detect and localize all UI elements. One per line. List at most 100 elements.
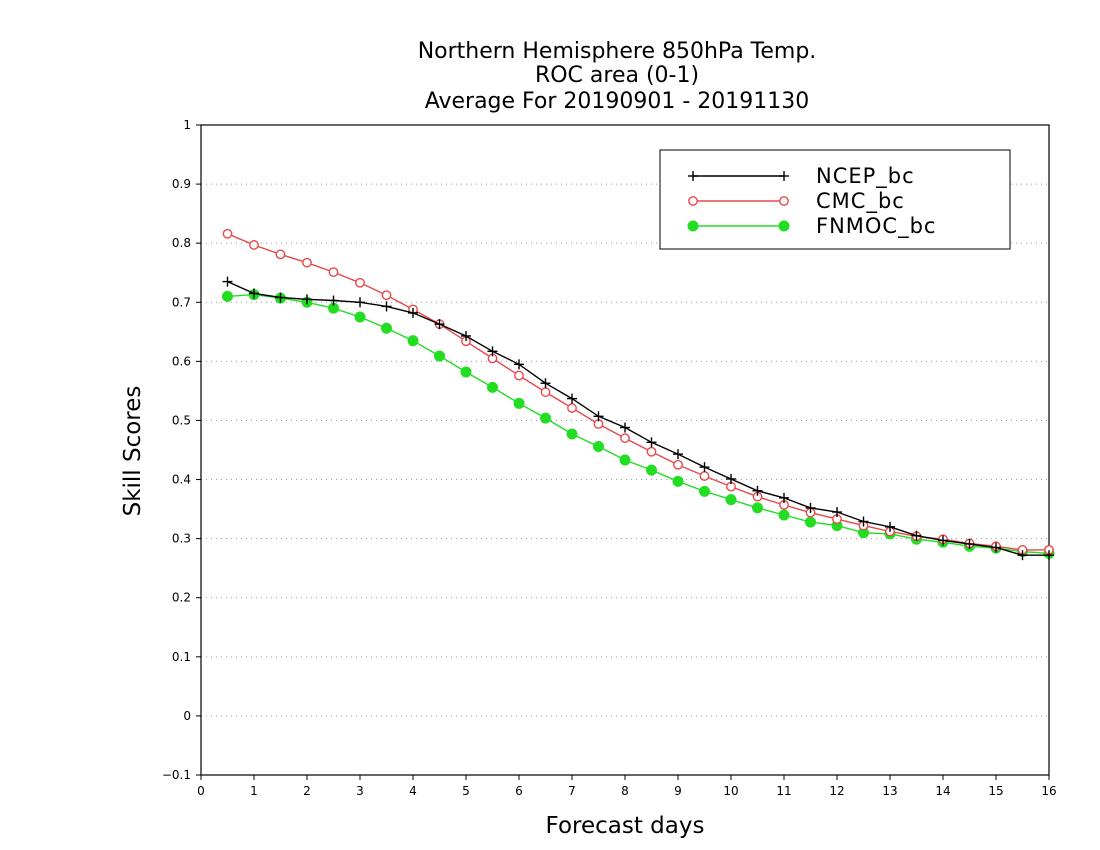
point-fnmoc-bc-18: [699, 485, 710, 497]
legend-item-cmc-bc: CMC_bc: [688, 189, 904, 214]
point-ncep-bc-7: [408, 307, 418, 318]
y-axis-ticks: −0.1 0 0.1 0.2 0.3 0.4 0.5 0.6 0.7 0.8 0.9 1: [162, 118, 201, 782]
point-fnmoc-bc-20: [752, 502, 763, 514]
point-cmc-bc-16: [646, 446, 657, 457]
y-axis-label: Skill Scores: [120, 386, 146, 517]
legend-box: [659, 149, 1011, 250]
point-ncep-bc-26: [911, 530, 922, 541]
point-ncep-bc-8: [434, 319, 445, 330]
x-axis-label: Forecast days: [546, 813, 705, 839]
legend-marker-end-ncep-bc: [779, 171, 789, 181]
point-fnmoc-bc-19: [725, 494, 737, 506]
x-tick-label-12: 12: [829, 784, 844, 798]
point-cmc-bc-4: [328, 267, 339, 278]
chart-title: Northern Hemisphere 850hPa Temp. ROC are…: [418, 39, 817, 114]
point-cmc-bc-5: [355, 277, 365, 288]
y-tick-label-0: 0: [183, 709, 191, 723]
y-tick-label-0-4: 0.4: [172, 473, 191, 487]
point-ncep-bc-25: [885, 521, 895, 532]
point-ncep-bc-10: [487, 346, 498, 357]
x-tick-label-5: 5: [462, 784, 470, 798]
y-tick-label-1: 1: [183, 118, 191, 132]
chart-title-line-2: ROC area (0-1): [535, 63, 699, 88]
series-fnmoc-bc: [222, 289, 1055, 559]
x-tick-label-3: 3: [356, 784, 364, 798]
point-cmc-bc-2: [275, 249, 286, 260]
series-line-ncep-bc: [227, 280, 1049, 556]
legend-label-ncep-bc: NCEP_bc: [816, 164, 915, 189]
legend-marker-start-ncep-bc: [688, 171, 698, 181]
legend-marker-start-fnmoc-bc: [687, 220, 699, 232]
y-tick-label-0-6: 0.6: [172, 354, 191, 368]
point-cmc-bc-12: [540, 387, 551, 397]
point-fnmoc-bc-22: [805, 516, 816, 528]
point-fnmoc-bc-0: [222, 290, 233, 302]
point-fnmoc-bc-16: [646, 464, 657, 476]
point-ncep-bc-21: [779, 492, 789, 503]
point-ncep-bc-20: [752, 485, 763, 496]
point-fnmoc-bc-9: [460, 366, 472, 378]
point-ncep-bc-5: [355, 297, 365, 308]
point-ncep-bc-2: [275, 292, 286, 303]
y-tick-label-0-9: 0.9: [172, 177, 191, 191]
legend-marker-end-fnmoc-bc: [778, 220, 790, 232]
point-ncep-bc-17: [673, 449, 683, 460]
point-ncep-bc-1: [249, 288, 259, 299]
point-ncep-bc-14: [593, 411, 604, 422]
series-line-fnmoc-bc: [227, 293, 1050, 555]
x-tick-label-2: 2: [303, 784, 311, 798]
point-fnmoc-bc-11: [513, 397, 525, 409]
legend-label-fnmoc-bc: FNMOC_bc: [816, 214, 936, 239]
y-tick-label-0-3: 0.3: [172, 532, 191, 546]
point-cmc-bc-13: [567, 403, 577, 413]
x-tick-label-11: 11: [776, 784, 791, 798]
y-tick-label-0-2: 0.2: [172, 591, 191, 605]
x-tick-label-9: 9: [674, 784, 682, 798]
legend-item-ncep-bc: NCEP_bc: [688, 164, 915, 189]
plot-frame: [200, 124, 1050, 776]
series-ncep-bc: [222, 276, 1054, 561]
point-ncep-bc-16: [646, 437, 657, 448]
point-cmc-bc-17: [673, 459, 683, 470]
point-cmc-bc-18: [699, 471, 710, 481]
point-cmc-bc-6: [381, 290, 392, 301]
series-cmc-bc: [222, 228, 1054, 555]
x-tick-label-4: 4: [409, 784, 417, 798]
point-cmc-bc-1: [249, 240, 259, 250]
x-tick-label-16: 16: [1041, 784, 1056, 798]
point-ncep-bc-12: [540, 378, 551, 389]
point-ncep-bc-24: [858, 516, 869, 527]
point-ncep-bc-30: [1017, 550, 1028, 561]
point-fnmoc-bc-14: [593, 440, 604, 452]
x-tick-label-7: 7: [568, 784, 576, 798]
x-tick-label-14: 14: [935, 784, 950, 798]
legend-item-fnmoc-bc: FNMOC_bc: [687, 214, 936, 239]
legend-marker-end-cmc-bc: [779, 196, 789, 206]
series-line-cmc-bc: [227, 233, 1049, 551]
point-fnmoc-bc-17: [672, 475, 684, 487]
point-ncep-bc-27: [938, 535, 948, 546]
series-layer: [222, 228, 1055, 561]
point-ncep-bc-6: [381, 301, 392, 312]
point-fnmoc-bc-6: [381, 322, 392, 334]
x-tick-label-8: 8: [621, 784, 629, 798]
y-tick-label-0-5: 0.5: [172, 413, 191, 427]
point-fnmoc-bc-15: [619, 454, 631, 466]
y-tick-label-0-1: 0.1: [172, 650, 191, 664]
chart-title-line-1: Northern Hemisphere 850hPa Temp.: [418, 39, 817, 64]
point-cmc-bc-11: [514, 370, 524, 381]
y-tick-label-0-8: 0.8: [172, 236, 191, 250]
point-ncep-bc-18: [699, 462, 710, 473]
chart-title-line-3: Average For 20190901 - 20191130: [425, 89, 810, 114]
x-tick-label-0: 0: [197, 784, 205, 798]
point-ncep-bc-9: [461, 330, 471, 341]
point-ncep-bc-11: [514, 359, 524, 370]
point-ncep-bc-22: [805, 502, 816, 513]
legend-marker-start-cmc-bc: [688, 196, 698, 206]
point-fnmoc-bc-8: [434, 350, 445, 362]
point-fnmoc-bc-12: [540, 412, 551, 424]
point-fnmoc-bc-21: [778, 509, 790, 521]
x-tick-label-6: 6: [515, 784, 523, 798]
